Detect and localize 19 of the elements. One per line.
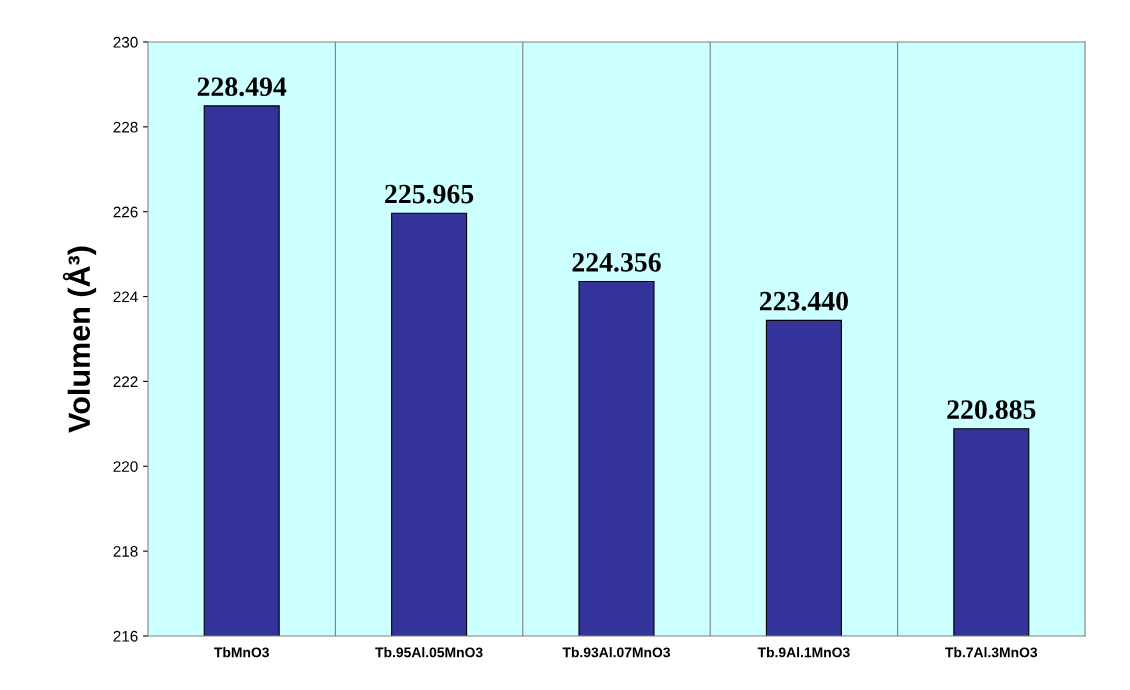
y-tick-label: 228 [113,121,138,133]
y-axis-title: Volumen (Å³) [62,246,97,433]
data-label: 220.885 [947,400,1036,420]
x-tick-label: Tb.95Al.05MnO3 [375,647,483,658]
y-tick-label: 226 [113,206,138,218]
data-label: 225.965 [385,184,474,204]
data-label: 224.356 [572,252,661,272]
y-tick-label: 224 [113,291,138,303]
y-tick-label: 230 [113,36,138,48]
y-tick-label: 218 [113,546,138,557]
x-tick-label: TbMnO3 [214,647,269,658]
x-tick-label: Tb.93Al.07MnO3 [562,647,671,658]
y-tick-label: 220 [113,461,138,472]
x-tick-label: Tb.7Al.3MnO3 [945,647,1038,658]
x-tick-label: Tb.9Al.1MnO3 [757,647,850,658]
data-label: 223.440 [759,291,848,311]
y-tick-label: 222 [113,376,138,387]
data-label: 228.494 [197,77,287,97]
y-tick-label: 216 [113,630,138,642]
